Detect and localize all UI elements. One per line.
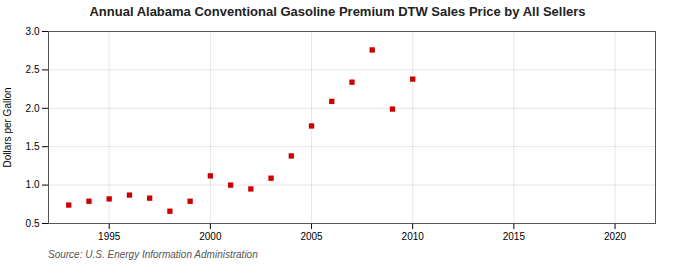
svg-text:Dollars per Gallon: Dollars per Gallon — [2, 87, 13, 167]
svg-text:0.5: 0.5 — [26, 218, 40, 229]
svg-text:3.0: 3.0 — [26, 26, 40, 37]
svg-text:2015: 2015 — [503, 231, 526, 242]
svg-text:2005: 2005 — [300, 231, 323, 242]
svg-text:2000: 2000 — [199, 231, 222, 242]
svg-text:2.5: 2.5 — [26, 64, 40, 75]
html-text:Source: U.S. Energy Informatio: Source: U.S. Energy Information Administ… — [48, 249, 258, 260]
html-text:Annual Alabama Conventional Ga: Annual Alabama Conventional Gasoline Pre… — [89, 4, 586, 19]
svg-text:1.0: 1.0 — [26, 179, 40, 190]
svg-text:2.0: 2.0 — [26, 103, 40, 114]
svg-text:1995: 1995 — [98, 231, 121, 242]
svg-text:2010: 2010 — [402, 231, 425, 242]
svg-text:2020: 2020 — [604, 231, 627, 242]
svg-text:1.5: 1.5 — [26, 141, 40, 152]
